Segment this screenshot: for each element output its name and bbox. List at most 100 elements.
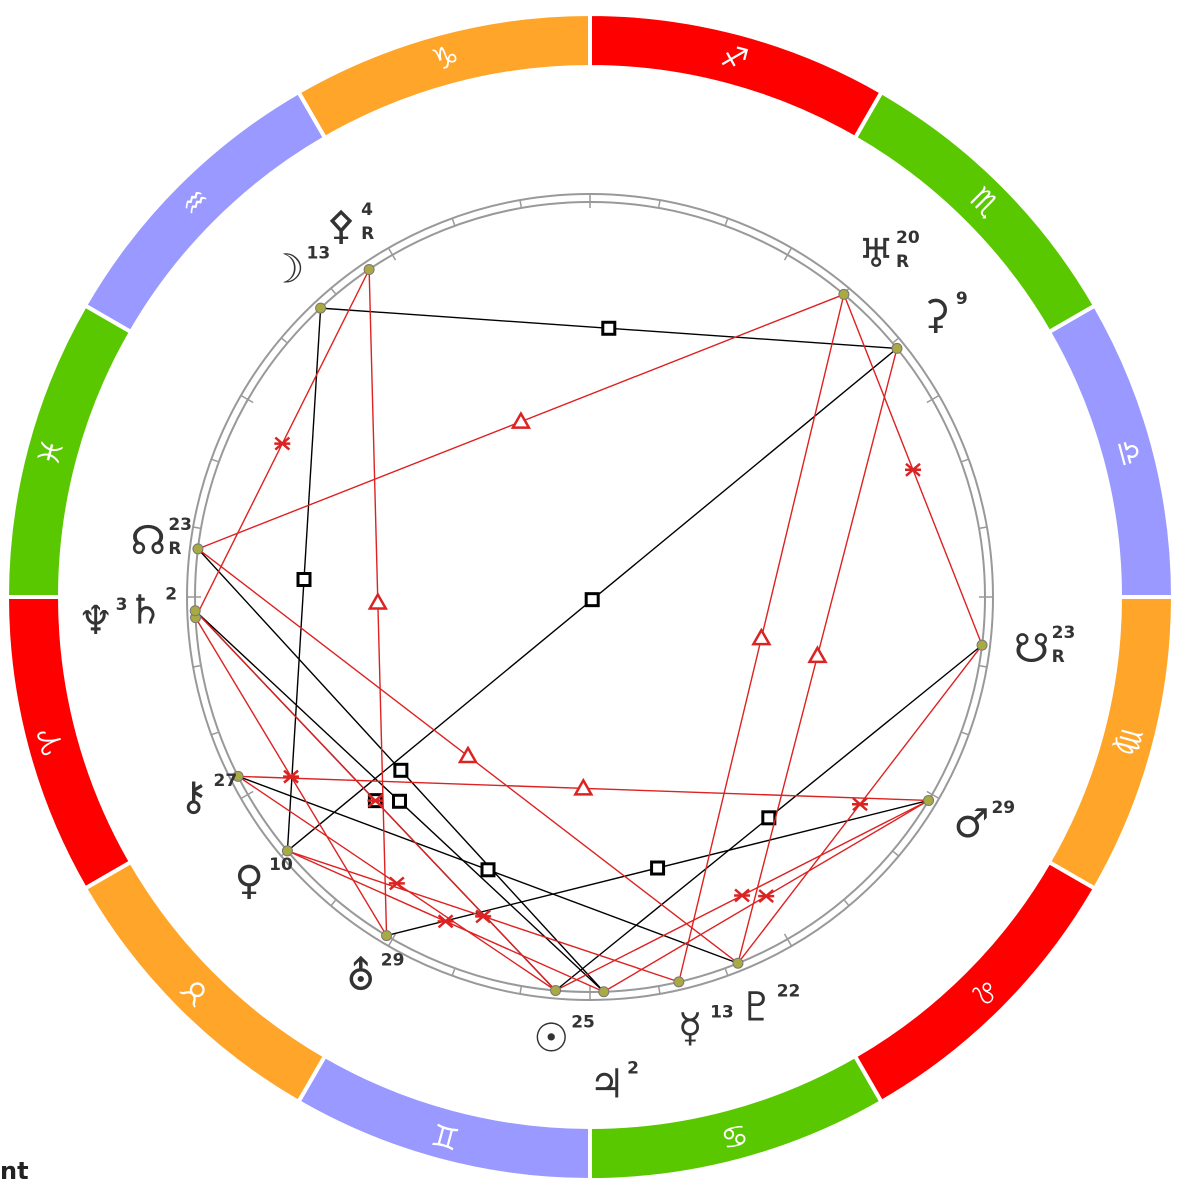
ring-tick [280,337,288,344]
planet-glyph: ♆ [78,598,114,644]
ring-tick [519,986,522,995]
aspect-sextile [852,797,869,812]
planet-retrograde: R [361,224,374,244]
aspect-square [393,762,409,778]
sign-segment [4,302,134,599]
aspect-sextile [475,909,492,924]
aspect-trine [573,777,594,796]
ring-tick [211,458,219,463]
aspect-square [584,592,600,608]
ring-tick [330,899,337,907]
planet-glyph: ⚷ [179,774,208,820]
planet-glyph: ☿ [678,1006,703,1052]
ring-tick [892,850,900,857]
aspect-trine [807,645,828,664]
ring-tick [961,458,969,463]
planet-dot [673,976,685,988]
ring-tick [330,287,337,295]
ring-tick [451,218,456,226]
planet-dot [189,605,201,617]
ring-tick [519,199,522,208]
ring-tick [658,986,661,995]
planet-degree: 9 [956,289,968,309]
planet-glyph: ☽ [269,247,305,293]
planet-dot [891,342,903,354]
planet-degree: 10 [269,855,293,875]
planet-dot [550,984,562,996]
ring-tick [192,526,201,529]
ring-tick [658,199,661,208]
ring-tick [961,731,969,736]
planet-dot [976,639,988,651]
planet-glyph: ♃ [589,1062,625,1108]
aspect-sextile [388,876,405,891]
planet-degree: 4 [361,200,373,220]
aspects [194,269,983,993]
planet-degree: 20 [896,228,920,248]
planet-degree: 3 [116,595,128,615]
planet-glyph: ⚴ [327,203,356,249]
planet-glyph: ☋ [1014,626,1050,672]
ring-tick [387,933,397,947]
planet-dot [232,770,244,782]
planet-degree: 2 [627,1059,639,1079]
ring-tick [211,731,219,736]
planet-dot [363,264,375,276]
aspect-trine [457,745,479,764]
aspect-sextile [758,889,775,904]
planet-retrograde: R [168,539,181,559]
ring-tick [979,526,988,529]
aspect-sextile [734,888,751,903]
planet-dot [281,845,293,857]
ring-tick [724,218,729,226]
planet-glyph: ☊ [131,518,167,564]
aspect-trine [367,592,388,610]
planet-degree: 22 [777,982,801,1002]
planet-glyph: ⚳ [921,292,950,338]
ring-tick [451,968,456,976]
planet-dot [598,986,610,998]
planet-glyph: ⛢ [346,953,375,999]
planet-degree: 27 [214,771,238,791]
aspect-square [601,320,617,336]
planet-degree: 25 [571,1012,595,1032]
ring-tick [783,933,793,947]
ring-tick [843,899,850,907]
ring-tick [783,247,793,261]
ring-tick [240,790,254,800]
planet-degree: 23 [168,515,192,535]
planet-retrograde: R [896,252,909,272]
aspect-square [761,810,777,826]
planet-glyph: ♀ [234,858,263,904]
aspect-sextile [274,436,291,451]
ring-tick [724,968,729,976]
ring-tick [192,665,201,668]
aspect-sextile [904,462,921,477]
ring-tick [979,665,988,668]
ring-tick [240,394,254,404]
ring-tick [926,790,940,800]
planet-glyph: ♇ [739,985,775,1031]
aspect-sextile [437,914,454,929]
aspect-trine [751,627,772,646]
planet-retrograde: R [1052,647,1065,667]
aspect-trine [510,411,532,429]
planet-dot [838,288,850,300]
planet-glyph: ♂ [954,801,990,847]
planet-degree: 13 [710,1003,734,1023]
ring-tick [926,394,940,404]
planet-degree: 29 [991,798,1015,818]
planet-dot [192,543,204,555]
ring-tick [387,247,397,261]
ring-tick [892,337,900,344]
aspect-square [480,862,496,878]
aspect-sextile [367,793,384,808]
planet-dot [315,302,327,314]
planet-dot [923,794,935,806]
planet-degree: 23 [1052,623,1076,643]
aspect-sextile [283,769,300,784]
planet-glyph: ♄ [127,588,163,634]
footer-text: nt [0,1157,29,1185]
planet-dot [381,930,393,942]
